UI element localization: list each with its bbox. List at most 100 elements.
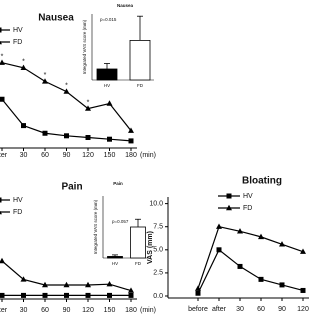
legend-label: FD xyxy=(13,39,22,46)
chart-title: Bloating xyxy=(242,176,282,187)
marker-triangle xyxy=(20,64,27,70)
chart-title: Pain xyxy=(61,182,82,193)
marker-triangle xyxy=(258,233,264,240)
y-axis-label: VAS (mm) xyxy=(147,231,154,264)
marker-triangle xyxy=(42,281,48,288)
marker-triangle xyxy=(85,281,91,288)
marker-triangle xyxy=(195,285,201,291)
marker-triangle xyxy=(300,248,306,254)
x-tick-label: 90 xyxy=(63,307,71,314)
marker-square xyxy=(107,292,112,298)
x-tick-label: 120 xyxy=(82,152,94,159)
marker-triangle xyxy=(85,105,91,111)
marker-square xyxy=(0,27,2,33)
x-tick-label: 180 xyxy=(125,307,137,314)
x-tick-label: 150 xyxy=(104,152,116,159)
marker-square xyxy=(21,123,26,129)
inset-y-label: Integrated VAS score (mm) xyxy=(93,199,98,254)
marker-triangle xyxy=(42,78,48,84)
x-tick-label: 60 xyxy=(41,307,49,314)
y-tick-label: 5.0 xyxy=(153,247,163,254)
marker-square xyxy=(216,247,222,253)
marker-square xyxy=(279,282,285,288)
x-tick-label: 120 xyxy=(297,306,309,313)
inset-x-label: HV xyxy=(112,261,118,266)
legend-label: FD xyxy=(13,209,22,216)
marker-square xyxy=(128,292,134,298)
inset-x-label: HV xyxy=(104,83,110,88)
marker-triangle xyxy=(63,281,70,288)
x-tick-label: 30 xyxy=(20,152,28,159)
marker-square xyxy=(0,197,2,203)
marker-square xyxy=(300,287,306,293)
marker-triangle xyxy=(63,88,70,94)
inset-x-label: FD xyxy=(137,83,144,88)
marker-square xyxy=(128,138,134,144)
marker-square xyxy=(85,292,91,298)
marker-square xyxy=(258,276,264,282)
x-tick-label: 90 xyxy=(63,152,71,159)
marker-triangle xyxy=(0,210,2,215)
significance-mark: * xyxy=(65,82,68,89)
y-tick-label: 10.0 xyxy=(149,200,163,207)
chart-title: Nausea xyxy=(38,13,74,24)
marker-triangle xyxy=(0,40,2,45)
marker-square xyxy=(42,292,48,298)
marker-square xyxy=(42,130,48,136)
marker-triangle xyxy=(226,204,232,211)
marker-triangle xyxy=(106,100,113,106)
x-tick-label: fter xyxy=(0,307,8,314)
marker-square xyxy=(64,292,69,298)
marker-square xyxy=(21,292,26,298)
x-tick-label: 60 xyxy=(257,306,265,313)
x-tick-label: 120 xyxy=(82,307,94,314)
marker-square xyxy=(0,292,5,298)
series-line xyxy=(197,226,304,289)
inset-title: Nausea xyxy=(117,3,134,8)
marker-triangle xyxy=(0,59,5,65)
x-tick-label: after xyxy=(212,306,227,313)
marker-square xyxy=(85,135,91,140)
legend-label: HV xyxy=(13,27,23,34)
legend-label: HV xyxy=(13,197,23,204)
marker-triangle xyxy=(106,281,113,287)
y-tick-label: 0.0 xyxy=(153,293,163,300)
p-value: p=0.015 xyxy=(100,17,117,22)
x-unit: (min) xyxy=(140,152,156,159)
marker-square xyxy=(107,136,112,142)
inset-x-label: FD xyxy=(135,261,142,266)
significance-mark: * xyxy=(22,59,25,66)
legend-label: HV xyxy=(243,193,253,200)
bar xyxy=(129,40,151,81)
x-tick-label: 60 xyxy=(41,152,49,159)
series-line xyxy=(197,248,304,294)
marker-triangle xyxy=(20,276,27,282)
marker-triangle xyxy=(0,257,5,264)
x-tick-label: 30 xyxy=(20,307,28,314)
x-tick-label: fter xyxy=(0,152,8,159)
bar xyxy=(107,256,123,259)
x-tick-label: 180 xyxy=(125,152,137,159)
significance-mark: * xyxy=(87,99,90,106)
x-tick-label: 150 xyxy=(104,307,116,314)
legend-label: FD xyxy=(243,205,252,212)
x-unit: (min) xyxy=(140,307,156,314)
x-tick-label: 90 xyxy=(278,306,286,313)
y-tick-label: 2.5 xyxy=(153,270,163,277)
marker-triangle xyxy=(128,287,134,293)
marker-square xyxy=(237,263,243,269)
marker-triangle xyxy=(216,223,222,229)
significance-mark: * xyxy=(1,54,4,61)
marker-square xyxy=(226,193,232,199)
inset-y-label: Integrated VAS score (mm) xyxy=(82,19,87,74)
y-tick-label: 7.5 xyxy=(153,224,163,231)
significance-mark: * xyxy=(44,72,47,79)
marker-triangle xyxy=(237,228,243,234)
marker-square xyxy=(64,133,69,139)
p-value: p=0.057 xyxy=(112,219,129,224)
marker-square xyxy=(0,96,5,102)
x-tick-label: before xyxy=(188,306,208,313)
inset-title: Pain xyxy=(113,181,123,186)
marker-triangle xyxy=(279,241,285,247)
